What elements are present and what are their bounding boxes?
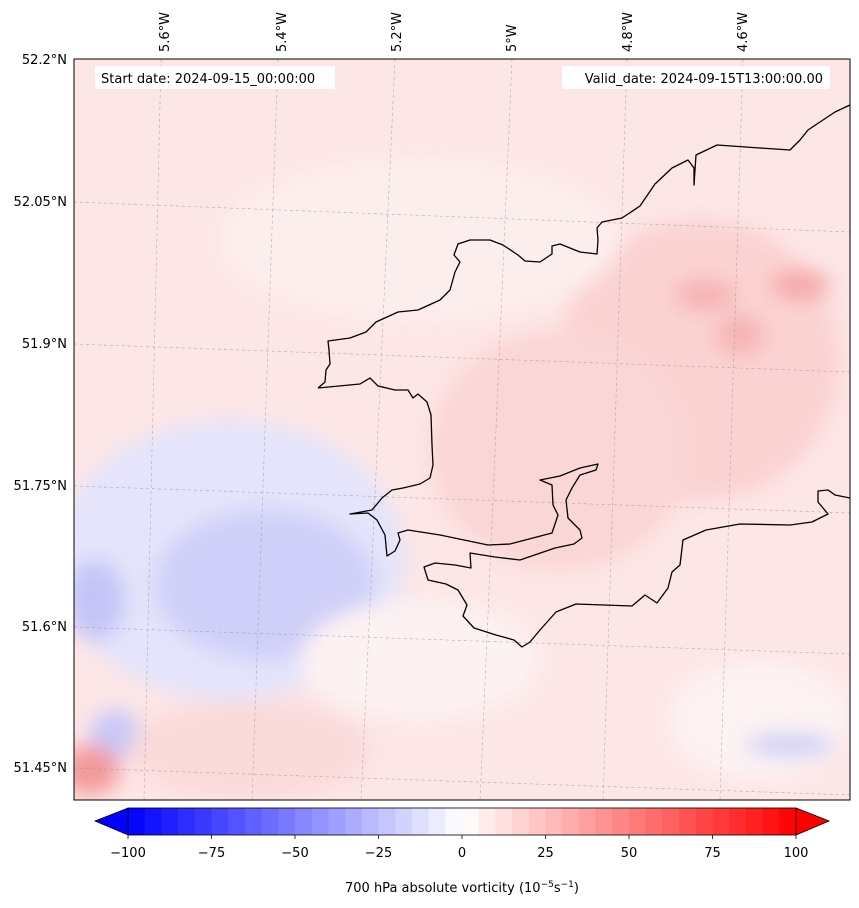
colorbar-bin: [512, 808, 530, 835]
colorbar-bin: [328, 808, 346, 835]
colorbar-bin: [211, 808, 229, 835]
colorbar-bin: [495, 808, 513, 835]
field-positive-southwest: [74, 745, 120, 795]
start-date-text: Start date: 2024-09-15_00:00:00: [101, 72, 315, 87]
colorbar-bin: [311, 808, 329, 835]
colorbar-bin: [729, 808, 747, 835]
colorbar-bin: [295, 808, 313, 835]
colorbar-tick-label-neg50: −50: [281, 846, 308, 861]
colorbar-bin: [228, 808, 246, 835]
field-negative-edge-west: [74, 560, 125, 640]
field-positive-south: [130, 700, 370, 800]
colorbar-bin: [445, 808, 463, 835]
colorbar-bin: [361, 808, 380, 835]
lon-label-5.2W: 5.2°W: [390, 12, 405, 52]
colorbar-extend-low: [93, 807, 129, 836]
colorbar-bin: [128, 808, 146, 835]
colorbar-bin: [578, 808, 597, 835]
field-positive-blob-1: [675, 280, 735, 310]
colorbar-bin: [161, 808, 179, 835]
colorbar-bin: [278, 808, 296, 835]
colorbar-bin: [712, 808, 730, 835]
lon-label-5.4W: 5.4°W: [275, 12, 290, 52]
colorbar-bin: [562, 808, 580, 835]
vorticity-field: [74, 59, 850, 800]
colorbar-tick-label-25: 25: [537, 846, 554, 861]
colorbar-bin: [378, 808, 396, 835]
colorbar-bin: [194, 808, 213, 835]
start-date-box: [95, 66, 335, 89]
colorbar-bin: [679, 808, 697, 835]
colorbar-bin: [528, 808, 547, 835]
colorbar-extend-high: [795, 807, 831, 836]
lat-label-51.9N: 51.9°N: [22, 337, 67, 352]
colorbar-bin: [779, 808, 797, 835]
field-positive-blob-3: [715, 315, 765, 355]
colorbar-bin: [261, 808, 279, 835]
colorbar-bin: [428, 808, 446, 835]
lon-label-5.6W: 5.6°W: [158, 12, 173, 52]
field-light-north: [220, 160, 620, 320]
lat-label-52.2N: 52.2°N: [22, 53, 67, 68]
colorbar-tick-label-50: 50: [621, 846, 638, 861]
colorbar-bin: [144, 808, 162, 835]
lat-label-52.05N: 52.05°N: [14, 195, 67, 210]
colorbar-bin: [645, 808, 663, 835]
valid-date-box: [562, 66, 830, 89]
plot-frame: [73, 58, 851, 801]
colorbar-bin: [545, 808, 563, 835]
field-neutral-band: [300, 600, 540, 720]
colorbar-label: 700 hPa absolute vorticity (10−5s−1): [345, 880, 579, 896]
colorbar-bin: [244, 808, 263, 835]
lat-label-51.75N: 51.75°N: [14, 479, 67, 494]
field-positive-center: [430, 330, 690, 570]
coastlines: [317, 104, 850, 648]
gridline-lon-5.0: [479, 59, 513, 800]
colorbar-bin: [595, 808, 613, 835]
colorbar-tick-label-neg100: −100: [110, 846, 146, 861]
colorbar-bin: [662, 808, 680, 835]
gridline-lon-5.2: [360, 59, 396, 800]
lon-label-4.6W: 4.6°W: [736, 12, 751, 52]
colorbar-bin: [345, 808, 363, 835]
field-southeast-light: [670, 660, 850, 780]
gridlines: [74, 59, 850, 800]
field-positive-blob-2: [770, 270, 830, 300]
colorbar-bin: [411, 808, 430, 835]
colorbar-bin: [395, 808, 413, 835]
colorbar-tick-label-neg75: −75: [198, 846, 225, 861]
valid-date-text: Valid_date: 2024-09-15T13:00:00.00: [585, 72, 823, 87]
colorbar-tick-label-75: 75: [704, 846, 721, 861]
colorbar-bin: [745, 808, 764, 835]
colorbar-tick-label-0: 0: [458, 846, 466, 861]
colorbar-bin: [178, 808, 196, 835]
field-negative-ring: [155, 510, 375, 660]
colorbar-bin: [629, 808, 647, 835]
colorbar-bin: [612, 808, 630, 835]
colorbar-bin: [695, 808, 714, 835]
coastline-headland: [317, 377, 850, 648]
colorbar-bins: [128, 808, 797, 835]
lat-label-51.6N: 51.6°N: [22, 620, 67, 635]
lon-label-5W: 5°W: [505, 24, 520, 52]
colorbar-bin: [762, 808, 780, 835]
colorbar-bin: [478, 808, 496, 835]
colorbar-bin: [462, 808, 480, 835]
lat-label-51.45N: 51.45°N: [14, 761, 67, 776]
colorbar-tick-label-neg25: −25: [365, 846, 392, 861]
coastline-north: [317, 104, 850, 389]
colorbar-ticks: [127, 835, 797, 839]
colorbar: −100 −75 −50 −25 0 25 50 75 100 700 hPa …: [93, 807, 831, 896]
colorbar-tick-label-100: 100: [784, 846, 809, 861]
lon-label-4.8W: 4.8°W: [621, 12, 636, 52]
field-negative-southeast: [745, 733, 835, 757]
